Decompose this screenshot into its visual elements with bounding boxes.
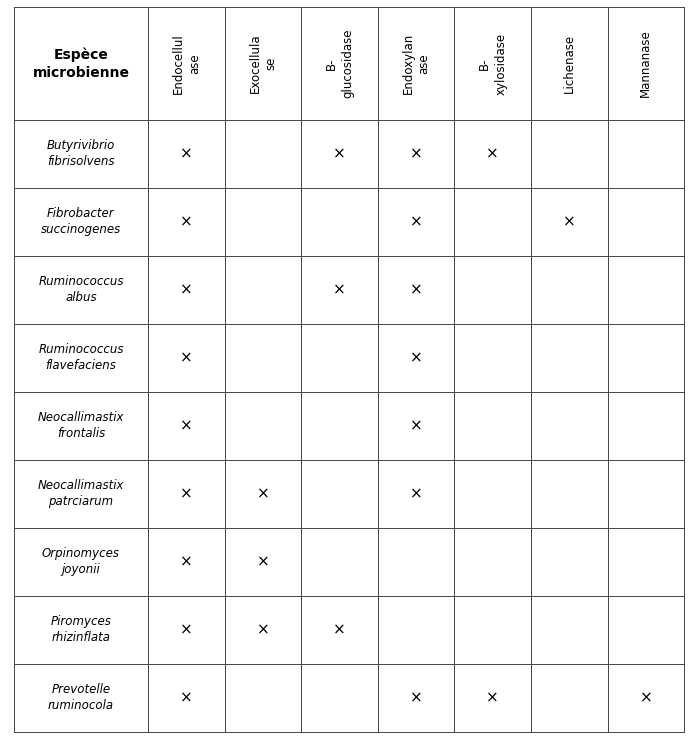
Text: ×: × bbox=[333, 146, 346, 161]
Text: ×: × bbox=[180, 690, 193, 705]
Text: Endoxylan
ase: Endoxylan ase bbox=[401, 33, 430, 94]
Text: Mannanase: Mannanase bbox=[639, 30, 652, 98]
Text: ×: × bbox=[180, 554, 193, 569]
Text: ×: × bbox=[180, 486, 193, 501]
Text: ×: × bbox=[410, 146, 422, 161]
Text: Ruminococcus
albus: Ruminococcus albus bbox=[38, 275, 124, 304]
Text: ×: × bbox=[180, 622, 193, 637]
Text: ×: × bbox=[486, 690, 499, 705]
Text: Ruminococcus
flavefaciens: Ruminococcus flavefaciens bbox=[38, 343, 124, 372]
Text: Fibrobacter
succinogenes: Fibrobacter succinogenes bbox=[41, 207, 121, 236]
Text: Endocellul
ase: Endocellul ase bbox=[172, 33, 201, 94]
Text: B-
glucosidase: B- glucosidase bbox=[325, 29, 354, 98]
Text: ×: × bbox=[333, 282, 346, 297]
Text: Orpinomyces
joyonii: Orpinomyces joyonii bbox=[42, 547, 120, 576]
Text: ×: × bbox=[410, 418, 422, 433]
Text: ×: × bbox=[410, 486, 422, 501]
Text: ×: × bbox=[410, 350, 422, 365]
Text: Prevotelle
ruminocola: Prevotelle ruminocola bbox=[48, 683, 114, 712]
Text: ×: × bbox=[180, 418, 193, 433]
Text: ×: × bbox=[333, 622, 346, 637]
Text: ×: × bbox=[180, 214, 193, 229]
Text: B-
xylosidase: B- xylosidase bbox=[478, 33, 507, 95]
Text: ×: × bbox=[486, 146, 499, 161]
Text: ×: × bbox=[563, 214, 576, 229]
Text: ×: × bbox=[256, 622, 269, 637]
Text: ×: × bbox=[256, 554, 269, 569]
Text: ×: × bbox=[180, 350, 193, 365]
Text: ×: × bbox=[639, 690, 652, 705]
Text: Neocallimastix
patrciarum: Neocallimastix patrciarum bbox=[38, 479, 124, 508]
Text: ×: × bbox=[180, 146, 193, 161]
Text: ×: × bbox=[180, 282, 193, 297]
Text: ×: × bbox=[410, 690, 422, 705]
Text: Espèce
microbienne: Espèce microbienne bbox=[32, 47, 129, 80]
Text: Piromyces
rhizinflata: Piromyces rhizinflata bbox=[50, 615, 111, 644]
Text: Neocallimastix
frontalis: Neocallimastix frontalis bbox=[38, 411, 124, 440]
Text: Butyrivibrio
fibrisolvens: Butyrivibrio fibrisolvens bbox=[47, 139, 115, 168]
Text: Lichenase: Lichenase bbox=[562, 34, 576, 93]
Text: ×: × bbox=[410, 282, 422, 297]
Text: Exocellula
se: Exocellula se bbox=[249, 34, 278, 93]
Text: ×: × bbox=[410, 214, 422, 229]
Text: ×: × bbox=[256, 486, 269, 501]
